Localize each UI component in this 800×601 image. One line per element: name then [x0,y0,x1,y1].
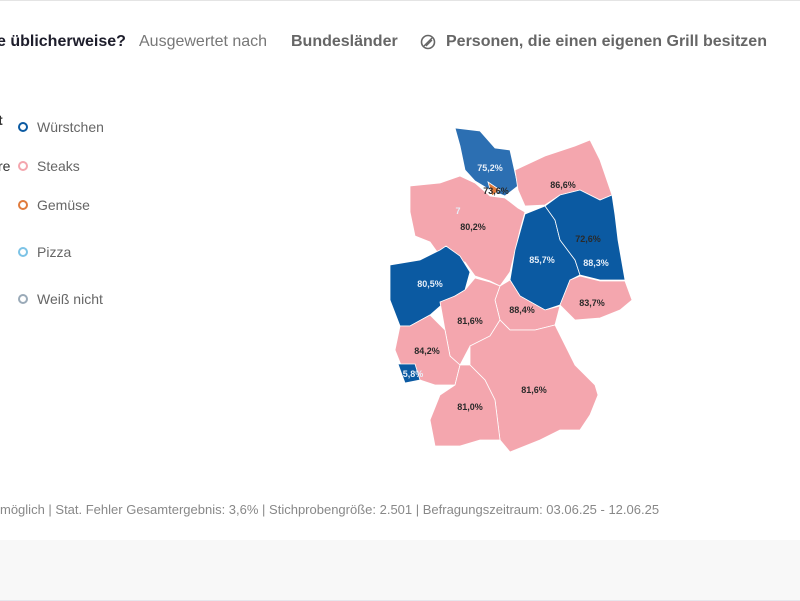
top-divider [0,0,800,1]
evaluated-by-label: Ausgewertet nach [139,33,268,50]
state-baden-württemberg[interactable] [429,364,501,447]
state-saarland[interactable] [397,363,421,384]
state-value-label: 86,6% [550,180,576,190]
legend-label: Steaks [37,158,80,174]
legend-item[interactable]: Pizza [18,244,71,260]
state-value-label: 88,4% [509,305,535,315]
legend-label: Würstchen [37,119,104,135]
state-value-label: 80,2% [460,222,486,232]
question-title: e üblicherweise? [0,33,126,50]
state-value-label: 73,6% [483,186,509,196]
legend-item[interactable]: Steaks [18,158,80,174]
filter-button[interactable]: Personen, die einen eigenen Grill besitz… [420,33,767,51]
cut-text: t [0,112,3,128]
legend-label: Weiß nicht [37,291,103,307]
state-hamburg[interactable] [487,181,501,197]
state-sachsen[interactable] [559,275,633,321]
state-value-label: 5,8% [403,369,424,379]
state-niedersachsen[interactable] [409,175,526,287]
legend-item[interactable]: Weiß nicht [18,291,103,307]
cut-text: re [0,158,11,174]
filter-circle-slash-icon [420,34,436,50]
state-value-label: 75,2% [477,163,503,173]
state-value-label: 85,7% [529,255,555,265]
state-value-label: 81,6% [521,385,547,395]
legend-item[interactable]: Würstchen [18,119,104,135]
legend-dot-icon [18,161,28,171]
footer-note: möglich | Stat. Fehler Gesamtergebnis: 3… [0,502,660,517]
legend-dot-icon [18,294,28,304]
state-brandenburg[interactable] [544,189,626,281]
evaluated-by-dropdown[interactable]: Bundesländer [291,33,398,50]
state-schleswig-holstein[interactable] [454,127,519,197]
bottom-band [0,540,800,601]
legend-dot-icon [18,122,28,132]
legend-item[interactable]: Gemüse [18,197,90,213]
legend-label: Pizza [37,244,72,260]
state-value-label: 84,2% [414,346,440,356]
state-value-label: 88,3% [583,258,609,268]
state-value-label: 72,6% [575,234,601,244]
legend-label: Gemüse [37,197,90,213]
state-value-label: 83,7% [579,298,605,308]
state-value-label: 81,0% [457,402,483,412]
legend-dot-icon [18,247,28,257]
legend-dot-icon [18,200,28,210]
state-value-label: 81,6% [457,316,483,326]
state-value-label: 80,5% [417,279,443,289]
state-value-label: 7 [455,206,460,216]
filter-label: Personen, die einen eigenen Grill besitz… [446,33,767,50]
